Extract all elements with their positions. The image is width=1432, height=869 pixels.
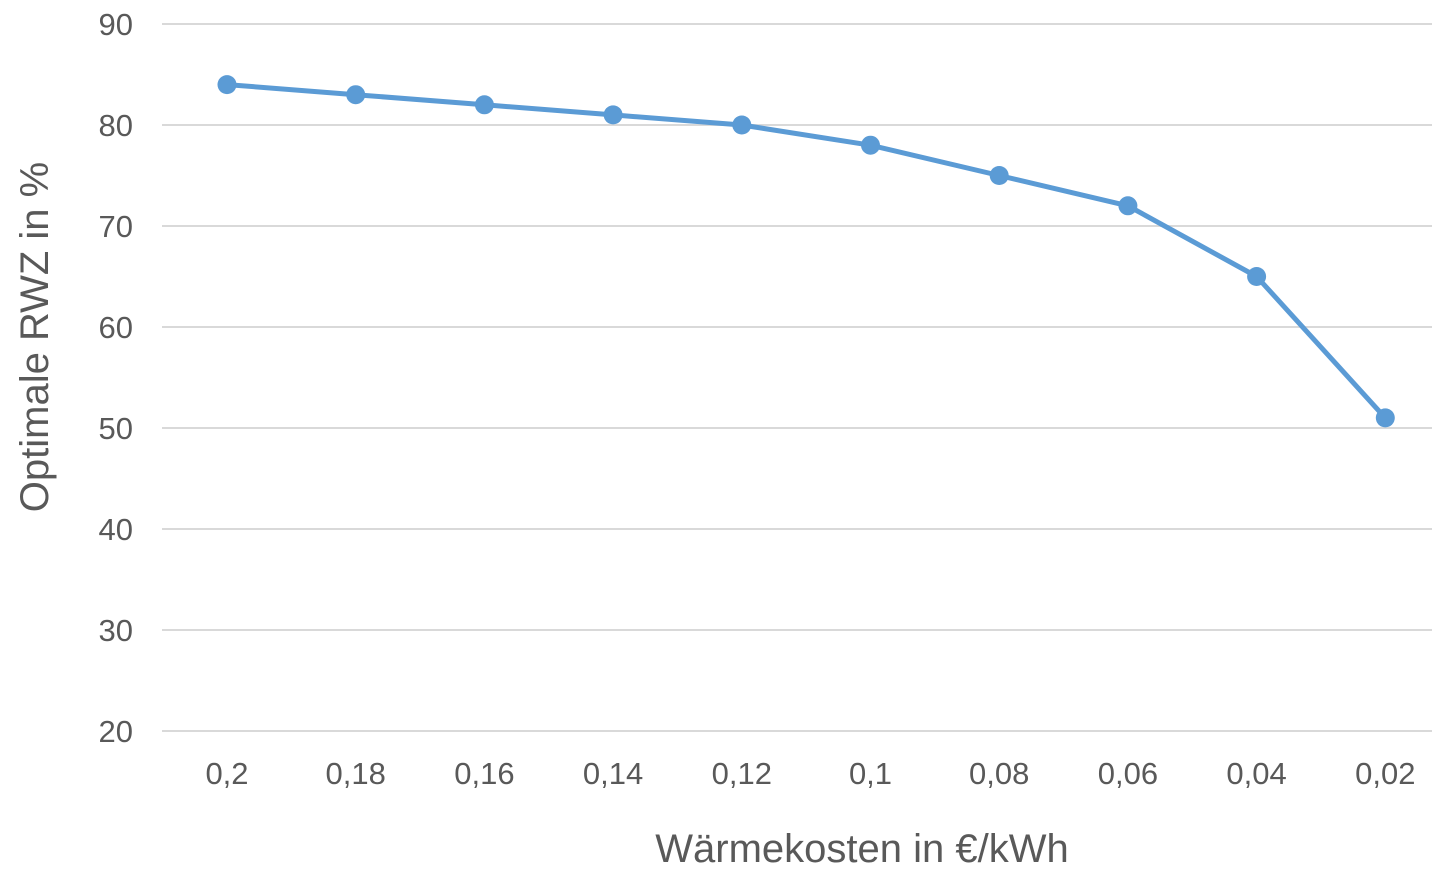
y-tick-label: 70 — [99, 209, 133, 244]
data-point — [603, 105, 623, 125]
y-tick-label: 20 — [99, 714, 133, 749]
series-line — [224, 82, 1388, 421]
x-tick-label: 0,14 — [583, 756, 643, 791]
data-point — [217, 75, 237, 95]
data-point — [474, 95, 494, 115]
x-tick-label: 0,12 — [712, 756, 772, 791]
y-axis-title: Optimale RWZ in % — [13, 162, 57, 512]
y-axis-tick-labels: 20 30 40 50 60 70 80 90 — [99, 7, 133, 749]
x-tick-label: 0,18 — [326, 756, 386, 791]
y-tick-label: 80 — [99, 108, 133, 143]
y-tick-label: 40 — [99, 512, 133, 547]
x-axis-title: Wärmekosten in €/kWh — [655, 827, 1068, 869]
y-tick-label: 30 — [99, 613, 133, 648]
y-tick-label: 50 — [99, 411, 133, 446]
x-tick-label: 0,2 — [205, 756, 248, 791]
x-tick-label: 0,04 — [1226, 756, 1286, 791]
x-tick-label: 0,02 — [1355, 756, 1415, 791]
y-tick-label: 90 — [99, 7, 133, 42]
data-point — [1118, 196, 1138, 216]
x-tick-label: 0,1 — [849, 756, 892, 791]
x-tick-label: 0,06 — [1098, 756, 1158, 791]
data-point — [346, 85, 366, 105]
data-point — [989, 166, 1009, 185]
data-point — [861, 135, 880, 155]
y-tick-label: 60 — [99, 310, 133, 345]
x-axis-tick-labels: 0,2 0,18 0,16 0,14 0,12 0,1 0,08 0,06 0,04 0,02 — [205, 756, 1415, 791]
data-series — [217, 75, 1395, 428]
gridlines — [162, 23, 1432, 732]
data-point — [1375, 408, 1395, 428]
data-point — [732, 115, 752, 135]
x-tick-label: 0,16 — [454, 756, 514, 791]
data-point — [1247, 267, 1267, 286]
x-tick-label: 0,08 — [969, 756, 1029, 791]
